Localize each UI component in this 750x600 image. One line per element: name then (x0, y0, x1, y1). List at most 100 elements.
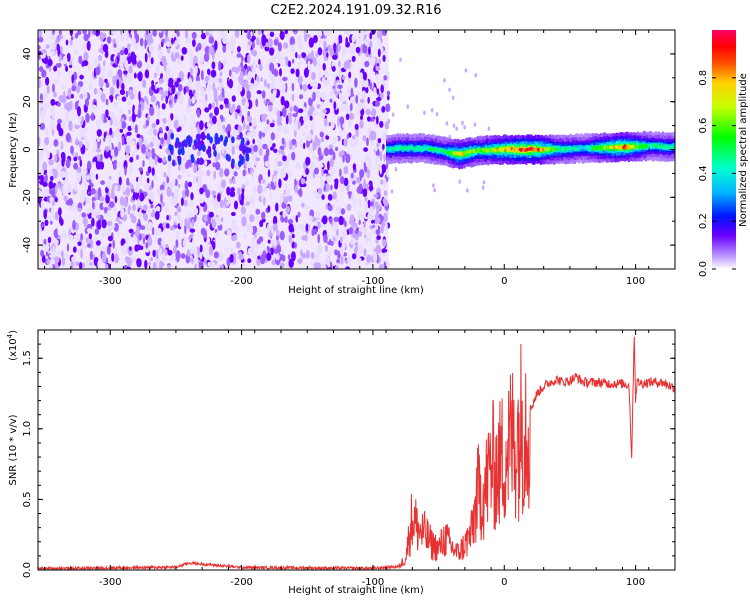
noise-speckle (328, 148, 334, 156)
noise-speckle (119, 49, 125, 56)
noise-speckle (432, 183, 435, 188)
noise-speckle (327, 107, 330, 114)
noise-speckle (344, 30, 349, 36)
noise-speckle (319, 180, 325, 188)
noise-speckle (236, 241, 241, 249)
noise-speckle (142, 204, 148, 211)
noise-speckle (101, 229, 106, 238)
noise-speckle (363, 221, 366, 226)
signal-cell (590, 146, 594, 150)
noise-speckle (249, 196, 255, 205)
signal-cell (584, 145, 587, 150)
noise-speckle (147, 191, 151, 197)
signal-cell (559, 147, 562, 151)
noise-speckle (255, 157, 261, 162)
noise-speckle (285, 188, 291, 197)
noise-speckle (350, 87, 354, 98)
noise-speckle (299, 94, 304, 100)
noise-speckle (132, 191, 136, 201)
noise-speckle (75, 137, 79, 146)
noise-speckle (91, 112, 95, 121)
noise-speckle (88, 82, 93, 90)
noise-speckle (177, 206, 182, 213)
noise-speckle (77, 207, 82, 212)
noise-speckle (151, 84, 156, 91)
noise-speckle (113, 43, 117, 48)
noise-speckle (91, 104, 97, 111)
noise-speckle (373, 87, 377, 93)
noise-speckle (147, 166, 152, 174)
noise-speckle (165, 206, 170, 213)
noise-speckle (329, 47, 335, 56)
noise-speckle (288, 258, 294, 268)
noise-speckle (203, 98, 207, 110)
noise-speckle (323, 233, 328, 243)
noise-speckle (144, 52, 148, 63)
noise-speckle (187, 171, 191, 178)
noise-speckle (286, 142, 290, 148)
noise-speckle (208, 103, 212, 110)
noise-speckle (59, 54, 62, 63)
noise-speckle (242, 262, 246, 268)
noise-speckle (368, 46, 371, 55)
noise-speckle (379, 151, 383, 161)
noise-speckle (177, 158, 182, 166)
noise-speckle (157, 61, 161, 68)
noise-speckle (215, 161, 221, 171)
noise-speckle (367, 96, 370, 104)
noise-speckle (218, 77, 222, 83)
noise-speckle (257, 30, 261, 36)
noise-speckle (383, 261, 387, 269)
noise-speckle (383, 75, 388, 81)
noise-speckle (83, 168, 88, 175)
noise-speckle (128, 246, 132, 251)
noise-speckle (358, 183, 363, 192)
noise-speckle (124, 47, 129, 56)
noise-speckle (180, 165, 186, 173)
noise-speckle (189, 67, 193, 77)
noise-speckle (375, 115, 379, 125)
noise-speckle (54, 184, 58, 195)
signal-cell (483, 148, 486, 152)
noise-speckle (364, 154, 368, 162)
noise-speckle (177, 174, 182, 180)
noise-speckle (227, 130, 231, 138)
signal-cell (391, 147, 394, 151)
noise-speckle (258, 140, 263, 149)
noise-speckle (377, 30, 383, 39)
signal-cell (401, 146, 404, 150)
noise-speckle (386, 210, 390, 215)
noise-speckle (58, 30, 62, 36)
noise-speckle (164, 132, 168, 141)
noise-speckle (348, 227, 353, 235)
noise-speckle (329, 217, 333, 224)
noise-speckle (131, 112, 136, 123)
noise-speckle (139, 174, 144, 185)
signal-cell (654, 143, 657, 147)
noise-speckle (144, 259, 148, 269)
noise-speckle (94, 30, 101, 37)
y-tick-label: -40 (22, 237, 33, 253)
noise-speckle (367, 116, 371, 122)
noise-speckle (317, 47, 323, 56)
signal-cell (651, 143, 654, 147)
signal-cell (609, 145, 612, 149)
noise-speckle (57, 251, 63, 256)
noise-speckle (159, 184, 165, 191)
noise-speckle (102, 43, 109, 53)
noise-speckle (126, 177, 130, 186)
noise-speckle (220, 264, 224, 269)
signal-cell (634, 144, 637, 148)
signal-cell (484, 149, 487, 153)
noise-speckle (188, 97, 191, 108)
noise-speckle (79, 74, 84, 80)
noise-speckle (292, 146, 296, 151)
noise-speckle (84, 98, 90, 107)
noise-speckle (253, 185, 257, 195)
noise-speckle (291, 93, 295, 102)
signal-cell (500, 148, 503, 152)
noise-speckle (154, 72, 157, 78)
signal-cell (442, 149, 445, 153)
noise-speckle (245, 195, 249, 200)
noise-speckle (335, 146, 339, 152)
